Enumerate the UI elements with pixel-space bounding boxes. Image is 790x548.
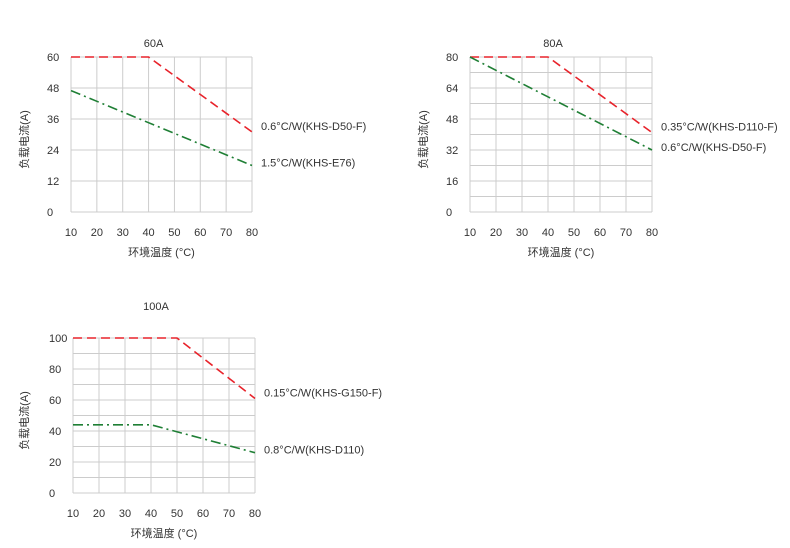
chart-0: 0 12 24 36 48 60 10 20 30 40 50 60 70 80 60A 环境温度 (°C) 负… <box>17 38 366 259</box>
series-line-red <box>470 56 653 134</box>
x-tick-label: 70 <box>220 227 232 239</box>
y-tick-label: 0 <box>47 207 53 219</box>
series-line-green <box>469 56 653 151</box>
y-tick-label: 80 <box>446 52 458 64</box>
y-tick-label: 20 <box>49 457 61 469</box>
y-tick-label: 40 <box>49 426 61 438</box>
y-tick-label: 32 <box>446 145 458 157</box>
x-tick-label: 60 <box>594 227 606 239</box>
y-tick-label: 48 <box>446 114 458 126</box>
series-line-green <box>70 89 253 167</box>
x-tick-label: 20 <box>490 227 502 239</box>
chart-2: 0 20 40 60 80 100 10 20 30 40 50 60 70 80 100A 环境温度 (°C… <box>17 301 382 540</box>
x-tick-label: 10 <box>464 227 476 239</box>
x-tick-label: 80 <box>646 227 658 239</box>
x-tick-label: 40 <box>542 227 554 239</box>
x-tick-label: 30 <box>516 227 528 239</box>
y-tick-label: 36 <box>47 114 59 126</box>
chart-title: 60A <box>144 38 164 50</box>
x-tick-label: 60 <box>194 227 206 239</box>
x-tick-label: 40 <box>142 227 154 239</box>
y-tick-label: 60 <box>47 52 59 64</box>
series-line-green <box>73 423 256 454</box>
x-tick-label: 80 <box>249 508 261 520</box>
x-tick-label: 30 <box>119 508 131 520</box>
y-tick-label: 0 <box>446 207 452 219</box>
x-tick-label: 50 <box>168 227 180 239</box>
y-tick-label: 48 <box>47 83 59 95</box>
y-tick-label: 16 <box>446 176 458 188</box>
x-tick-label: 10 <box>67 508 79 520</box>
series-label: 1.5°C/W(KHS-E76) <box>261 158 355 170</box>
x-axis-title: 环境温度 (°C) <box>131 526 198 540</box>
chart-title: 80A <box>543 38 563 50</box>
chart-1: 0 16 32 48 64 80 10 20 30 40 50 60 70 80 80A 环境温度 (°C) 负… <box>416 38 778 259</box>
series-line-red <box>71 56 253 133</box>
x-axis-title: 环境温度 (°C) <box>528 245 595 259</box>
x-tick-label: 70 <box>620 227 632 239</box>
y-tick-label: 60 <box>49 395 61 407</box>
x-tick-label: 80 <box>246 227 258 239</box>
y-tick-label: 12 <box>47 176 59 188</box>
series-line-red <box>73 337 256 400</box>
x-tick-label: 50 <box>171 508 183 520</box>
x-axis-title: 环境温度 (°C) <box>128 245 195 259</box>
y-axis-title: 负载电流(A) <box>17 110 31 169</box>
series-label: 0.6°C/W(KHS-D50-F) <box>661 142 766 154</box>
y-tick-label: 0 <box>49 488 55 500</box>
x-tick-label: 60 <box>197 508 209 520</box>
series-label: 0.8°C/W(KHS-D110) <box>264 445 364 457</box>
y-axis-title: 负载电流(A) <box>416 110 430 169</box>
series-label: 0.15°C/W(KHS-G150-F) <box>264 387 382 399</box>
y-tick-label: 24 <box>47 145 59 157</box>
y-tick-label: 64 <box>446 83 458 95</box>
x-tick-label: 40 <box>145 508 157 520</box>
x-tick-label: 50 <box>568 227 580 239</box>
y-tick-label: 100 <box>49 333 67 345</box>
x-tick-label: 10 <box>65 227 77 239</box>
y-axis-title: 负载电流(A) <box>17 391 31 450</box>
chart-title: 100A <box>143 301 169 313</box>
x-tick-label: 30 <box>117 227 129 239</box>
series-label: 0.35°C/W(KHS-D110-F) <box>661 122 778 134</box>
y-tick-label: 80 <box>49 364 61 376</box>
x-tick-label: 20 <box>91 227 103 239</box>
series-label: 0.6°C/W(KHS-D50-F) <box>261 121 366 133</box>
x-tick-label: 70 <box>223 508 235 520</box>
x-tick-label: 20 <box>93 508 105 520</box>
